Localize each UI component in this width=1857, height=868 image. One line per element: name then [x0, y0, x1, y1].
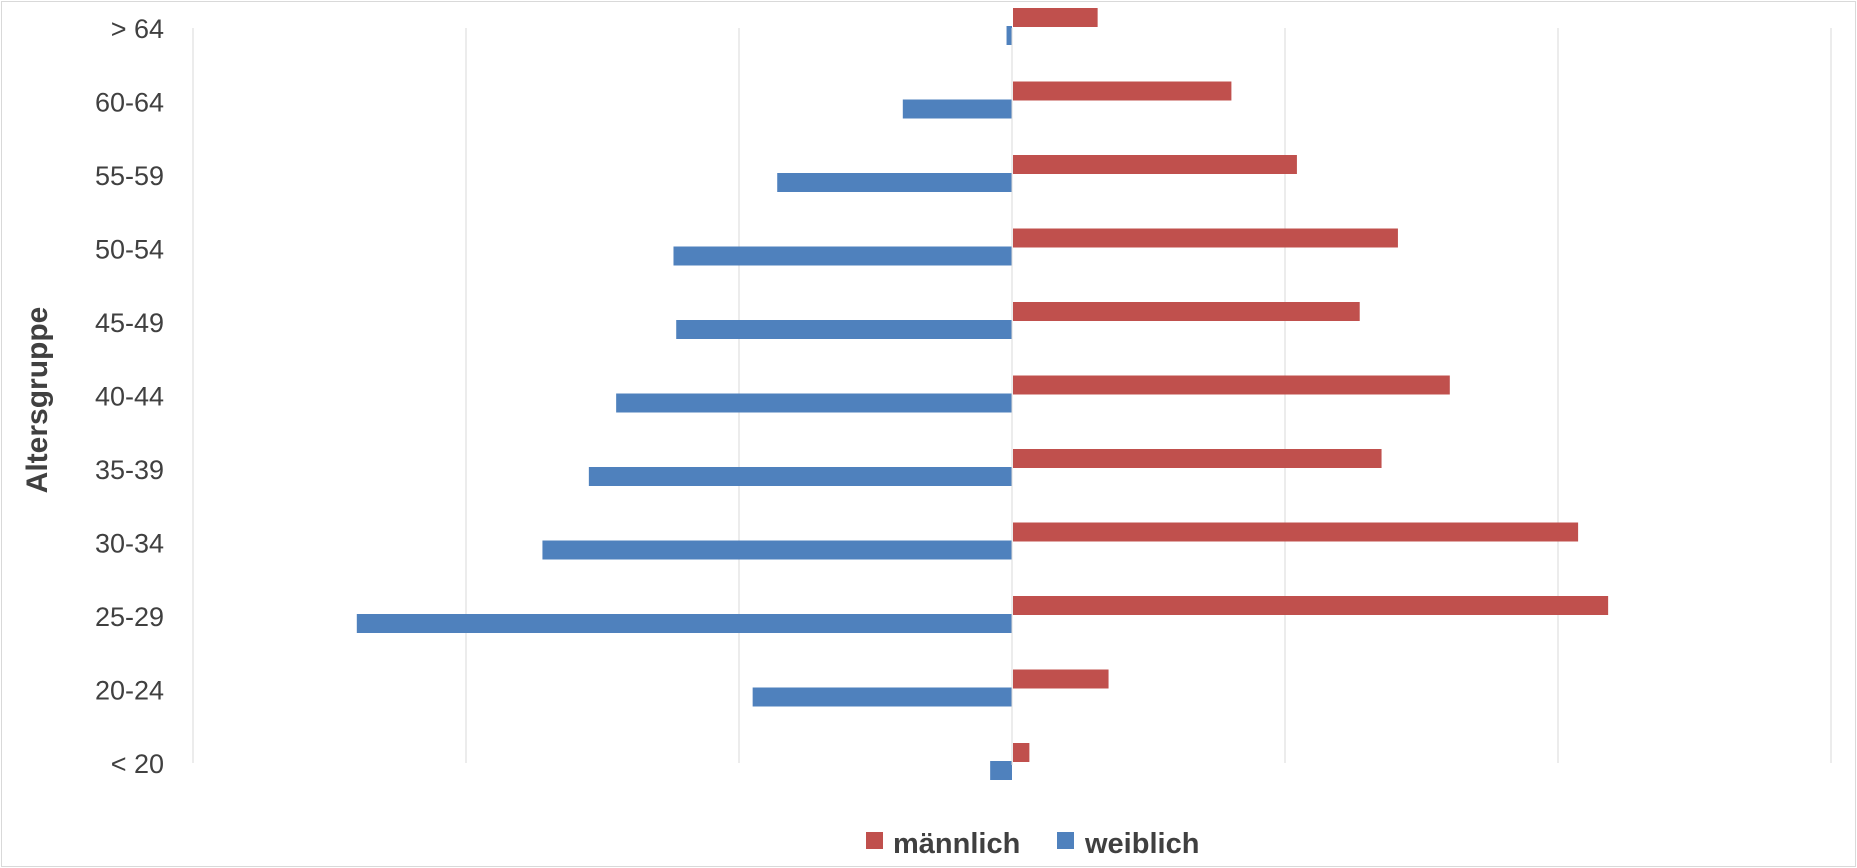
y-tick-label: 40-44 — [95, 382, 164, 412]
y-tick-label: 55-59 — [95, 161, 164, 191]
bars — [356, 8, 1609, 780]
y-tick-label: > 64 — [111, 14, 164, 44]
y-tick-label: 25-29 — [95, 602, 164, 632]
y-tick-label: 30-34 — [95, 529, 164, 559]
legend: männlich weiblich — [866, 828, 1199, 860]
y-tick-label: 35-39 — [95, 455, 164, 485]
bar-female-40-44 — [616, 393, 1012, 413]
legend-swatch-weiblich — [1057, 832, 1074, 849]
bar-female--64 — [1006, 26, 1012, 45]
bar-male-25-29 — [1013, 596, 1609, 615]
bar-female-55-59 — [777, 173, 1012, 192]
bar-male--64 — [1013, 8, 1098, 27]
bar-male--20 — [1013, 743, 1030, 762]
bar-male-50-54 — [1013, 228, 1398, 248]
legend-swatch-maennlich — [866, 832, 883, 849]
bar-female--20 — [990, 761, 1012, 780]
bar-male-20-24 — [1013, 669, 1109, 689]
legend-label-maennlich: männlich — [893, 828, 1020, 860]
bar-male-40-44 — [1013, 375, 1450, 395]
y-tick-label: < 20 — [111, 749, 164, 779]
bar-female-45-49 — [676, 320, 1012, 339]
bar-male-35-39 — [1013, 449, 1382, 468]
y-tick-label: 60-64 — [95, 88, 164, 118]
y-tick-label: 20-24 — [95, 676, 164, 706]
y-axis-title: Altersgruppe — [21, 307, 54, 494]
y-tick-label: 45-49 — [95, 308, 164, 338]
bar-male-30-34 — [1013, 522, 1579, 542]
bar-female-35-39 — [588, 467, 1012, 486]
category-axis: < 20 20-24 25-29 30-34 35-39 40-44 45-49 50-54 5… — [95, 14, 1013, 779]
bar-female-60-64 — [902, 99, 1012, 119]
legend-label-weiblich: weiblich — [1084, 828, 1199, 860]
bar-male-55-59 — [1013, 155, 1297, 174]
bar-female-30-34 — [542, 540, 1012, 560]
bar-male-45-49 — [1013, 302, 1360, 321]
bar-female-25-29 — [356, 614, 1012, 633]
bar-male-60-64 — [1013, 81, 1232, 101]
y-tick-label: 50-54 — [95, 235, 164, 265]
bar-female-20-24 — [752, 687, 1012, 707]
bar-female-50-54 — [673, 246, 1012, 266]
